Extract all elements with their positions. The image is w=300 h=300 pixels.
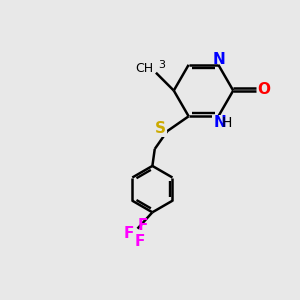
Text: H: H [222, 116, 232, 130]
Text: S: S [155, 121, 166, 136]
Text: N: N [213, 52, 226, 67]
Text: O: O [257, 82, 270, 98]
Text: CH: CH [135, 62, 153, 75]
Text: 3: 3 [158, 60, 165, 70]
Text: F: F [123, 226, 134, 241]
Text: F: F [138, 218, 148, 233]
Text: N: N [213, 115, 226, 130]
Text: F: F [135, 234, 145, 249]
